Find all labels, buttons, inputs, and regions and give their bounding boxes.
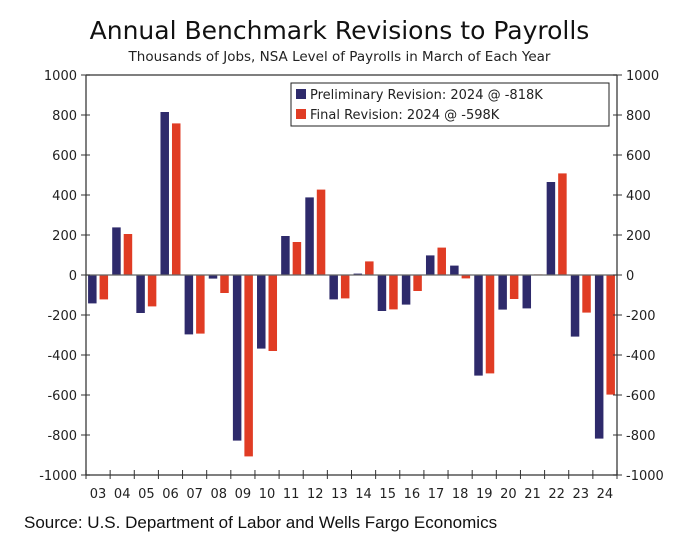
legend-label-preliminary: Preliminary Revision: 2024 @ -818K — [310, 88, 543, 103]
y-tick-label-left: 800 — [52, 109, 77, 124]
bar-preliminary-09 — [232, 275, 242, 441]
bar-final-09 — [244, 275, 253, 457]
legend-swatch-final — [296, 109, 306, 119]
bar-preliminary-23 — [570, 275, 580, 337]
bar-final-14 — [365, 261, 374, 275]
y-tick-label-left: -200 — [47, 309, 77, 324]
x-tick-label: 20 — [500, 487, 517, 502]
x-tick-label: 03 — [90, 487, 107, 502]
legend-box — [290, 82, 610, 127]
y-tick-label-right: 400 — [626, 189, 651, 204]
y-tick-label-right: -1000 — [626, 469, 664, 484]
bar-preliminary-24 — [594, 275, 604, 439]
bar-final-08 — [220, 275, 229, 293]
bar-preliminary-16 — [401, 275, 411, 305]
bar-final-03 — [99, 275, 109, 300]
x-tick-label: 15 — [379, 487, 396, 502]
bar-final-17 — [437, 247, 446, 275]
y-tick-label-right: -200 — [626, 309, 656, 324]
axes-group: 1000 1000 800 800 600 600 400 400 200 200 0 0 -200 -2… — [39, 69, 664, 502]
y-tick-label-left: 600 — [52, 149, 77, 164]
y-tick-label-left: -600 — [47, 389, 77, 404]
bar-preliminary-04 — [112, 227, 121, 275]
x-tick-label: 07 — [186, 487, 203, 502]
x-tick-label: 14 — [355, 487, 372, 502]
bar-preliminary-20 — [498, 275, 507, 310]
bar-final-23 — [582, 275, 591, 313]
y-tick-label-left: -800 — [47, 429, 77, 444]
chart-title: Annual Benchmark Revisions to Payrolls — [89, 16, 590, 45]
bar-preliminary-15 — [377, 275, 387, 311]
y-tick-label-right: 1000 — [626, 69, 659, 84]
x-tick-label: 17 — [428, 487, 445, 502]
bar-final-16 — [413, 275, 422, 291]
bar-preliminary-21 — [522, 275, 532, 309]
y-tick-label-left: -400 — [47, 349, 77, 364]
y-tick-label-right: 600 — [626, 149, 651, 164]
y-tick-label-right: -600 — [626, 389, 656, 404]
bar-preliminary-12 — [305, 197, 314, 275]
bar-final-15 — [389, 275, 398, 310]
y-tick-label-right: 800 — [626, 109, 651, 124]
bar-preliminary-14 — [353, 273, 363, 275]
x-tick-label: 13 — [331, 487, 348, 502]
x-tick-label: 06 — [162, 487, 179, 502]
bar-preliminary-17 — [425, 255, 435, 275]
bar-preliminary-11 — [281, 236, 290, 275]
bar-final-19 — [485, 275, 495, 374]
x-tick-label: 04 — [114, 487, 131, 502]
bar-final-06 — [171, 123, 181, 276]
y-tick-label-left: 0 — [69, 269, 77, 284]
bar-preliminary-10 — [257, 275, 266, 349]
bar-final-05 — [147, 275, 157, 307]
bar-final-11 — [292, 242, 302, 275]
y-tick-label-left: -1000 — [39, 469, 77, 484]
x-tick-label: 11 — [283, 487, 300, 502]
bar-preliminary-03 — [88, 275, 97, 304]
bar-preliminary-07 — [184, 275, 194, 335]
x-tick-label: 21 — [524, 487, 541, 502]
bar-final-04 — [123, 234, 133, 275]
bar-preliminary-06 — [160, 112, 169, 275]
bar-final-24 — [606, 275, 615, 395]
bar-final-20 — [509, 275, 519, 299]
bar-preliminary-08 — [208, 275, 218, 279]
chart-subtitle: Thousands of Jobs, NSA Level of Payrolls… — [128, 49, 551, 65]
source-note: Source: U.S. Department of Labor and Wel… — [24, 513, 498, 532]
bar-preliminary-19 — [474, 275, 483, 376]
y-tick-label-right: -800 — [626, 429, 656, 444]
x-tick-label: 22 — [548, 487, 565, 502]
bar-final-10 — [268, 275, 278, 351]
y-tick-label-right: 200 — [626, 229, 651, 244]
x-tick-label: 18 — [452, 487, 469, 502]
x-tick-label: 09 — [235, 487, 252, 502]
bar-final-12 — [316, 189, 326, 275]
y-tick-label-left: 400 — [52, 189, 77, 204]
bar-preliminary-22 — [546, 182, 556, 275]
legend-swatch-preliminary — [296, 89, 306, 99]
x-tick-label: 05 — [138, 487, 155, 502]
y-tick-label-right: 0 — [626, 269, 634, 284]
bars-group — [88, 112, 615, 457]
bar-final-13 — [340, 275, 350, 299]
x-tick-label: 19 — [476, 487, 493, 502]
bar-preliminary-18 — [450, 265, 459, 275]
y-tick-label-left: 1000 — [44, 69, 77, 84]
x-tick-label: 10 — [259, 487, 276, 502]
y-tick-label-right: -400 — [626, 349, 656, 364]
x-tick-label: 08 — [210, 487, 227, 502]
x-tick-label: 23 — [573, 487, 590, 502]
bar-final-18 — [461, 275, 471, 279]
bar-final-22 — [558, 173, 567, 275]
x-tick-label: 24 — [597, 487, 614, 502]
x-tick-label: 16 — [404, 487, 421, 502]
bar-final-07 — [196, 275, 205, 334]
y-tick-label-left: 200 — [52, 229, 77, 244]
x-tick-label: 12 — [307, 487, 324, 502]
bar-preliminary-13 — [329, 275, 338, 300]
legend-label-final: Final Revision: 2024 @ -598K — [310, 108, 500, 123]
legend: Preliminary Revision: 2024 @ -818K Final… — [290, 82, 610, 127]
bar-preliminary-05 — [136, 275, 145, 313]
